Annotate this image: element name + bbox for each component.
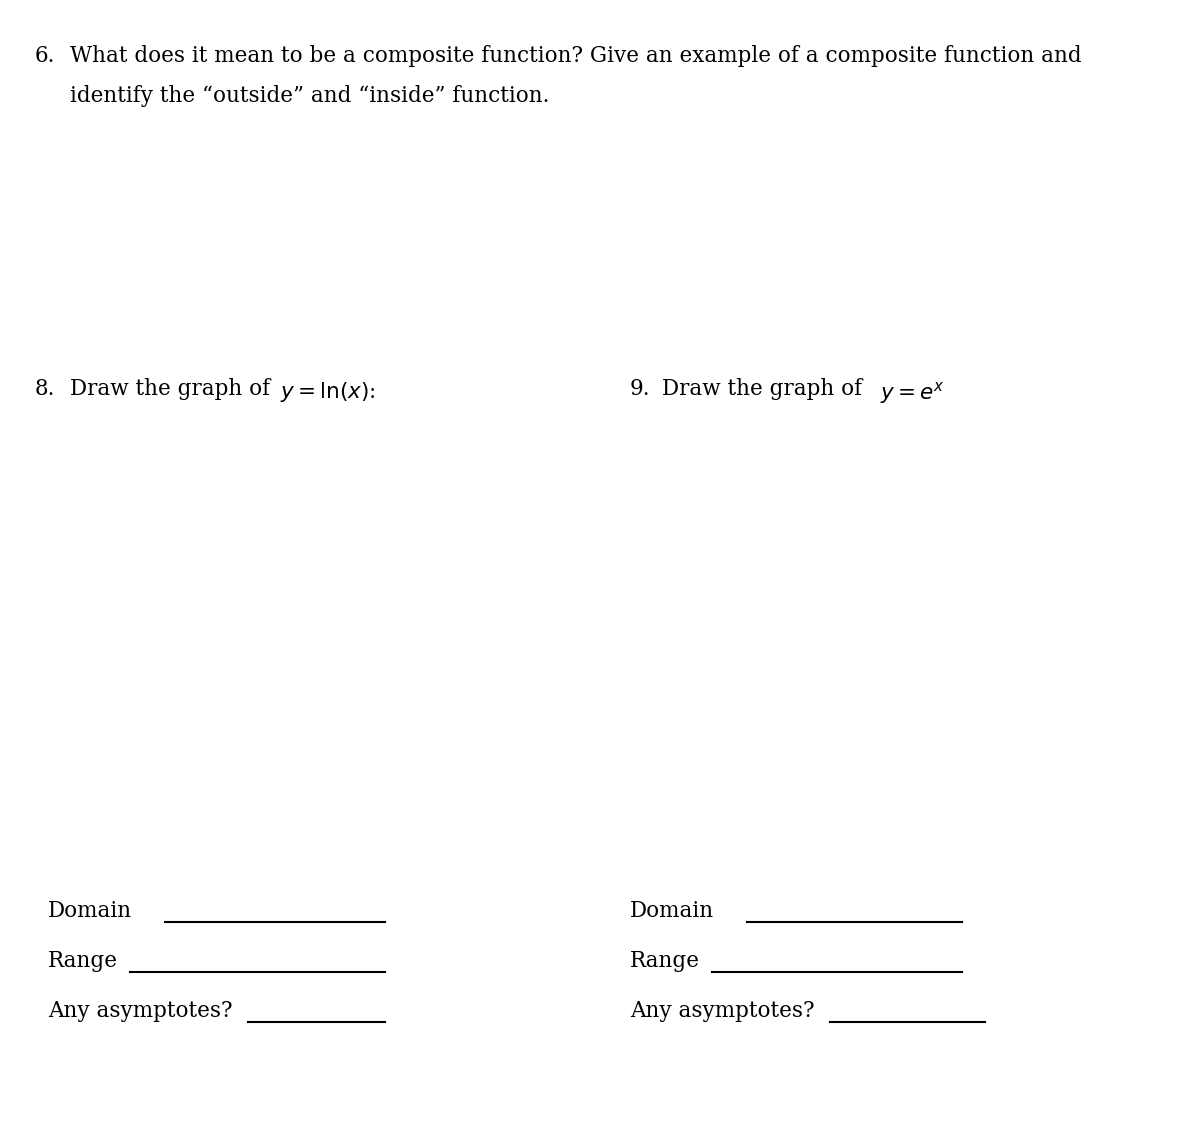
Text: Draw the graph of: Draw the graph of [662, 378, 876, 401]
Text: Draw the graph of: Draw the graph of [70, 378, 284, 401]
Text: Range: Range [48, 950, 118, 972]
Text: 9.: 9. [630, 378, 650, 401]
Text: Any asymptotes?: Any asymptotes? [630, 1000, 815, 1022]
Text: What does it mean to be a composite function? Give an example of a composite fun: What does it mean to be a composite func… [70, 45, 1081, 67]
Text: Domain: Domain [48, 900, 132, 922]
Text: Domain: Domain [630, 900, 714, 922]
Text: $y = \ln (x)$:: $y = \ln (x)$: [280, 380, 376, 404]
Text: $y = e^x$: $y = e^x$ [880, 380, 944, 406]
Text: 8.: 8. [35, 378, 55, 401]
Text: Any asymptotes?: Any asymptotes? [48, 1000, 233, 1022]
Text: identify the “outside” and “inside” function.: identify the “outside” and “inside” func… [70, 85, 550, 107]
Text: Range: Range [630, 950, 700, 972]
Text: 6.: 6. [35, 45, 55, 67]
